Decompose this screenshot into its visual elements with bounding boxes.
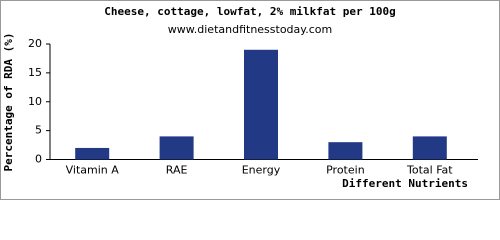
chart-title: Cheese, cottage, lowfat, 2% milkfat per … [104, 5, 395, 18]
y-tick-label: 5 [35, 124, 42, 137]
x-tick-label: Vitamin A [66, 164, 120, 177]
chart-subtitle: www.dietandfitnesstoday.com [168, 23, 332, 36]
y-tick-label: 10 [28, 95, 42, 108]
y-axis-label: Percentage of RDA (%) [2, 32, 15, 171]
x-tick-label: Total Fat [406, 164, 453, 177]
bar [244, 49, 278, 160]
bar [328, 142, 363, 160]
y-tick-label: 20 [28, 37, 42, 50]
bar [75, 147, 110, 160]
y-tick-label: 0 [35, 153, 42, 166]
bar [412, 136, 447, 160]
bar [159, 136, 194, 160]
x-axis-label: Different Nutrients [342, 177, 468, 190]
x-tick-label: Energy [242, 164, 281, 177]
x-tick-label: RAE [166, 164, 188, 177]
x-tick-label: Protein [326, 164, 365, 177]
y-tick-label: 15 [28, 66, 42, 79]
chart: Cheese, cottage, lowfat, 2% milkfat per … [0, 0, 500, 200]
